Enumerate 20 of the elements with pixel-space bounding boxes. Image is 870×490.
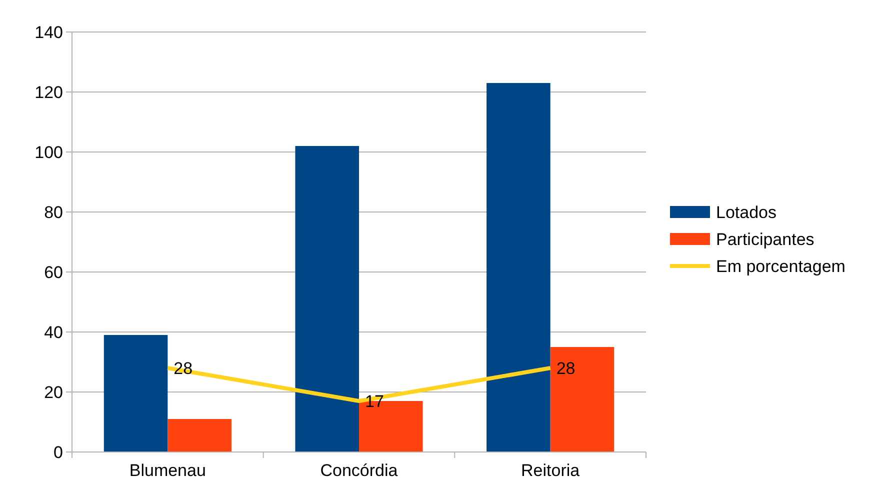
y-tick-label: 0 (54, 442, 63, 462)
bar (295, 146, 359, 452)
y-tick-label: 80 (44, 202, 63, 222)
bar (486, 83, 550, 452)
bar (168, 419, 232, 452)
y-tick-label: 140 (34, 22, 63, 42)
y-tick-label: 120 (34, 82, 63, 102)
y-tick-label: 100 (34, 142, 63, 162)
y-tick-label: 40 (44, 322, 63, 342)
legend-label: Participantes (716, 230, 814, 249)
bar (550, 347, 614, 452)
legend-label: Em porcentagem (716, 256, 846, 276)
x-tick-label: Concórdia (320, 461, 398, 480)
data-label: 28 (556, 359, 576, 378)
legend-label: Lotados (716, 202, 776, 222)
y-tick-label: 20 (44, 382, 63, 402)
bar (104, 335, 168, 452)
y-tick-label: 60 (44, 262, 63, 282)
x-tick-label: Reitoria (521, 461, 580, 480)
x-tick-label: Blumenau (129, 461, 206, 480)
